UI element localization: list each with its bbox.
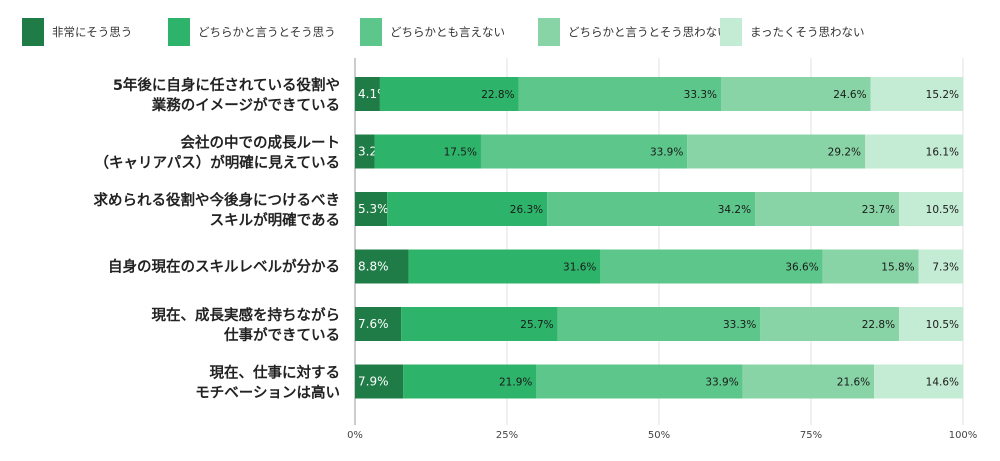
- data-label: 17.5%: [444, 147, 477, 159]
- bar-segment: [480, 134, 688, 169]
- legend-label: どちらかとも言えない: [390, 25, 505, 39]
- data-label: 31.6%: [563, 262, 596, 274]
- data-label: 10.5%: [926, 204, 959, 216]
- legend-swatch: [22, 18, 44, 46]
- x-tick-label: 100%: [949, 430, 978, 441]
- data-label: 26.3%: [510, 204, 543, 216]
- legend-swatch: [168, 18, 190, 46]
- data-label: 5.3%: [358, 202, 389, 216]
- data-label: 25.7%: [520, 319, 553, 331]
- data-label: 7.3%: [932, 262, 959, 274]
- category-label: 業務のイメージができている: [151, 96, 340, 114]
- data-label: 33.3%: [723, 319, 756, 331]
- data-label: 29.2%: [828, 147, 861, 159]
- legend-label: どちらかと言うとそう思う: [198, 25, 336, 39]
- data-label: 33.3%: [684, 89, 717, 101]
- data-label: 14.6%: [926, 377, 959, 389]
- category-label: モチベーションは高い: [195, 384, 340, 402]
- data-label: 24.6%: [833, 89, 866, 101]
- category-label: 仕事ができている: [223, 326, 340, 344]
- bar-segment: [687, 134, 866, 169]
- bar-segment: [518, 77, 722, 111]
- bar-segment: [822, 249, 919, 284]
- x-tick-label: 75%: [800, 430, 822, 441]
- data-label: 21.9%: [499, 377, 532, 389]
- legend-swatch: [360, 18, 382, 46]
- bar-segment: [755, 192, 900, 226]
- bar-segment: [403, 364, 537, 399]
- bar-segment: [899, 307, 963, 341]
- bar-segment: [742, 364, 875, 399]
- data-label: 7.6%: [358, 317, 389, 331]
- category-label: 自身の現在のスキルレベルが分かる: [108, 258, 340, 276]
- bar-segment: [355, 77, 380, 111]
- legend-swatch: [720, 18, 742, 46]
- data-label: 15.8%: [881, 262, 914, 274]
- bar-segment: [721, 77, 871, 111]
- data-label: 22.8%: [862, 319, 895, 331]
- bar-segment: [355, 249, 409, 284]
- data-label: 21.6%: [837, 377, 870, 389]
- legend-swatch: [538, 18, 560, 46]
- bar-segment: [760, 307, 900, 341]
- data-label: 22.8%: [481, 89, 514, 101]
- bar-segment: [600, 249, 823, 284]
- bar-segment: [374, 134, 481, 169]
- legend: 非常にそう思う どちらかと言うとそう思う どちらかとも言えない どちらかと言うとそう思…: [22, 18, 865, 46]
- bar-segment: [355, 192, 388, 226]
- bar-segment: [918, 249, 963, 284]
- x-axis-ticks: 0% 25% 50% 75% 100%: [347, 430, 977, 441]
- legend-label: どちらかと言うとそう思わない: [568, 25, 729, 39]
- bar-segment: [870, 77, 963, 111]
- x-tick-label: 50%: [648, 430, 670, 441]
- bars: 4.1% 22.8% 33.3% 24.6% 15.2%3.2% 17.5% 33.9% 29…: [355, 77, 963, 399]
- bar-segment: [874, 364, 963, 399]
- data-label: 8.8%: [358, 260, 389, 274]
- legend-label: まったくそう思わない: [750, 25, 865, 39]
- category-label: 求められる役割や今後身につけるべき: [94, 191, 341, 209]
- data-label: 36.6%: [785, 262, 818, 274]
- x-tick-label: 0%: [347, 430, 363, 441]
- bar-segment: [408, 249, 601, 284]
- bar-segment: [899, 192, 963, 226]
- data-label: 34.2%: [718, 204, 751, 216]
- bar-segment: [536, 364, 743, 399]
- category-label: スキルが明確である: [210, 211, 340, 229]
- bar-segment: [387, 192, 548, 226]
- data-label: 16.1%: [926, 147, 959, 159]
- bar-segment: [355, 364, 404, 399]
- legend-label: 非常にそう思う: [52, 25, 132, 39]
- bar-segment: [355, 134, 375, 169]
- data-label: 33.9%: [650, 147, 683, 159]
- data-label: 15.2%: [926, 89, 959, 101]
- bar-segment: [355, 307, 402, 341]
- bar-segment: [379, 77, 519, 111]
- category-labels: 5年後に自身に任されている役割や業務のイメージができている会社の中での成長ルート…: [94, 76, 341, 402]
- x-tick-label: 25%: [496, 430, 518, 441]
- category-label: 会社の中での成長ルート: [181, 134, 341, 152]
- bar-segment: [547, 192, 756, 226]
- category-label: 5年後に自身に任されている役割や: [113, 76, 340, 94]
- gridlines: [354, 58, 964, 425]
- category-label: 現在、成長実感を持ちながら: [152, 306, 341, 324]
- category-label: （キャリアパス）が明確に見えている: [95, 154, 340, 172]
- bar-segment: [865, 134, 963, 169]
- bar-segment: [401, 307, 558, 341]
- data-label: 23.7%: [862, 204, 895, 216]
- data-label: 7.9%: [358, 375, 389, 389]
- category-label: 現在、仕事に対する: [210, 364, 341, 382]
- data-label: 10.5%: [926, 319, 959, 331]
- bar-segment: [557, 307, 761, 341]
- data-label: 33.9%: [705, 377, 738, 389]
